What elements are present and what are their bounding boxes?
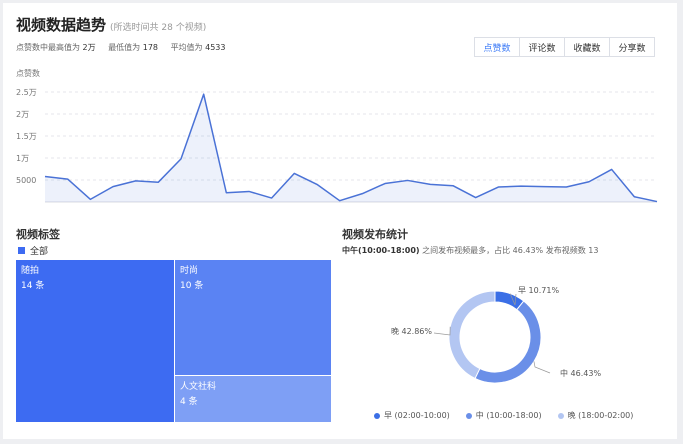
- tab-comments[interactable]: 评论数: [519, 37, 565, 57]
- publish-peak-period: 中午(10:00-18:00): [342, 246, 420, 255]
- legend-swatch: [18, 247, 25, 254]
- tag-name: 时尚: [180, 266, 199, 276]
- treemap-cell-renwen[interactable]: 人文社科 4 条: [175, 376, 332, 423]
- likes-area: [45, 94, 657, 202]
- legend-name: 中: [475, 411, 484, 420]
- legend-name: 早: [384, 411, 392, 420]
- page-title: 视频数据趋势 (所选时间共 28 个视频): [16, 14, 206, 35]
- legend-range: (18:00-02:00): [578, 411, 634, 420]
- y-tick-label: 2.5万: [16, 88, 37, 97]
- tag-name: 人文社科: [180, 382, 217, 392]
- slice-label: 中 46.43%: [560, 368, 601, 378]
- tab-shares[interactable]: 分享数: [609, 37, 655, 57]
- slice-leader-line: [433, 326, 451, 336]
- donut-slice[interactable]: [474, 300, 542, 384]
- slice-leader-line: [509, 293, 517, 306]
- legend-range: (02:00-10:00): [394, 411, 450, 420]
- max-label: 点赞数中最高值为: [16, 43, 80, 52]
- legend-dot: [557, 412, 564, 419]
- publish-donut-chart: 早 10.71% 中 46.43% 晚 42.86%: [391, 286, 601, 384]
- legend-name: 晚: [567, 411, 576, 420]
- legend-dot: [465, 412, 472, 419]
- title-text: 视频数据趋势: [16, 16, 107, 34]
- likes-trend-chart: 5000 1万 1.5万 2万 2.5万: [16, 88, 658, 203]
- publish-section-title: 视频发布统计: [342, 228, 408, 241]
- tag-count: 10 条: [180, 281, 204, 291]
- legend-item-evening[interactable]: 晚 (18:00-02:00): [557, 410, 634, 421]
- legend-item-noon[interactable]: 中 (10:00-18:00): [465, 410, 542, 421]
- donut-legend: 早 (02:00-10:00) 中 (10:00-18:00) 晚 (18:00…: [374, 410, 649, 421]
- avg-value: 4533: [205, 43, 226, 52]
- donut-slice[interactable]: [448, 290, 496, 380]
- y-tick-label: 1.5万: [16, 132, 37, 141]
- legend-label: 全部: [30, 247, 49, 257]
- title-subtitle: (所选时间共 28 个视频): [110, 23, 207, 33]
- stats-summary: 点赞数中最高值为 2万 最低值为 178 平均值为 4533: [16, 42, 225, 53]
- tag-count: 4 条: [180, 397, 198, 407]
- treemap-cell-shishang[interactable]: 时尚 10 条: [175, 260, 332, 376]
- tab-favorites[interactable]: 收藏数: [564, 37, 610, 57]
- publish-summary-text: 之间发布视频最多，占比 46.43% 发布视频数 13: [422, 246, 599, 255]
- tab-likes[interactable]: 点赞数: [474, 37, 520, 57]
- legend-dot: [374, 412, 380, 419]
- avg-label: 平均值为: [170, 43, 203, 52]
- max-value: 2万: [82, 43, 96, 52]
- treemap-cell-suipai[interactable]: 随拍 14 条: [16, 260, 175, 423]
- slice-leader-line: [533, 361, 551, 374]
- slice-label: 早 10.71%: [518, 286, 559, 295]
- y-tick-label: 1万: [16, 154, 29, 163]
- legend-range: (10:00-18:00): [486, 411, 542, 420]
- tags-legend[interactable]: 全部: [18, 244, 48, 257]
- tag-count: 14 条: [21, 281, 45, 291]
- tag-name: 随拍: [21, 266, 40, 276]
- legend-item-morning[interactable]: 早 (02:00-10:00): [374, 410, 450, 421]
- slice-label: 晚 42.86%: [391, 326, 432, 336]
- min-value: 178: [142, 43, 159, 52]
- y-tick-label: 5000: [16, 176, 36, 185]
- publish-description: 中午(10:00-18:00) 之间发布视频最多，占比 46.43% 发布视频数…: [342, 245, 598, 256]
- tags-section-title: 视频标签: [16, 228, 60, 241]
- y-tick-label: 2万: [16, 110, 29, 119]
- chart-unit-label: 点赞数: [16, 69, 40, 78]
- likes-line: [44, 93, 658, 203]
- min-label: 最低值为: [108, 43, 141, 52]
- tags-treemap: 随拍 14 条 时尚 10 条 人文社科 4 条: [16, 260, 332, 423]
- metric-tabs: 点赞数 评论数 收藏数 分享数: [474, 37, 655, 57]
